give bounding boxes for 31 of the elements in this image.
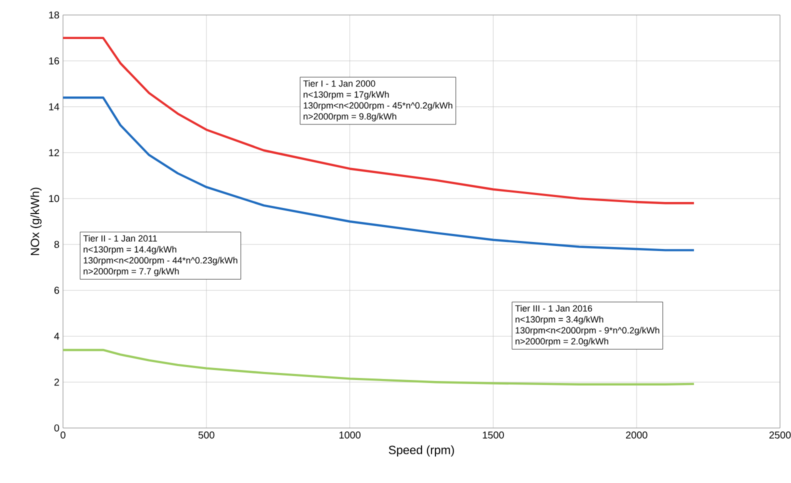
- y-tick-label: 0: [54, 424, 60, 432]
- annotation: n<130rpm = 14.4g/kWh: [84, 246, 176, 254]
- annotation: Tier II - 1 Jan 2011: [83, 235, 157, 242]
- y-tick-label: 18: [49, 11, 60, 19]
- x-tick-label: 2000: [626, 432, 648, 439]
- x-tick-label: 2500: [769, 432, 791, 439]
- y-tick-label: 4: [54, 332, 60, 340]
- y-tick-label: 2: [54, 378, 59, 386]
- y-tick-label: 10: [49, 195, 60, 202]
- annotation: n>2000rpm = 9.8g/kWh: [304, 113, 396, 122]
- annotation: 130rpm<n<2000rpm - 44*n^0.23g/kWh: [84, 256, 238, 266]
- line-series: [63, 36, 696, 204]
- y-tick-label: 16: [49, 57, 60, 64]
- y-axis-title: NOx (g/kWh): [30, 188, 42, 256]
- y-tick-label: 12: [49, 149, 59, 156]
- annotation: n>2000rpm = 7.7 g/kWh: [84, 268, 179, 276]
- x-axis-title: Speed (rpm): [388, 445, 454, 457]
- x-tick-label: 0: [60, 432, 66, 439]
- annotation: 130rpm<n<2000rpm - 45*n^0.2g/kWh: [304, 102, 452, 110]
- y-tick-label: 6: [54, 286, 60, 294]
- y-tick-label: 8: [54, 240, 60, 248]
- annotation: 130rpm<n<2000rpm - 9*n^0.2g/kWh: [516, 326, 660, 336]
- annotation: n<130rpm = 3.4g/kWh: [516, 316, 604, 324]
- annotation: Tier III - 1 Jan 2016: [515, 304, 592, 312]
- y-tick-label: 14: [49, 103, 60, 110]
- annotation: Tier I - 1 Jan 2000: [303, 80, 376, 87]
- annotation: n<130rpm = 17g/kWh: [304, 91, 389, 100]
- annotation: n>2000rpm = 2.0g/kWh: [516, 338, 608, 346]
- x-tick-label: 500: [198, 432, 214, 439]
- x-tick-label: 1000: [339, 432, 360, 439]
- x-tick-label: 1500: [482, 432, 504, 439]
